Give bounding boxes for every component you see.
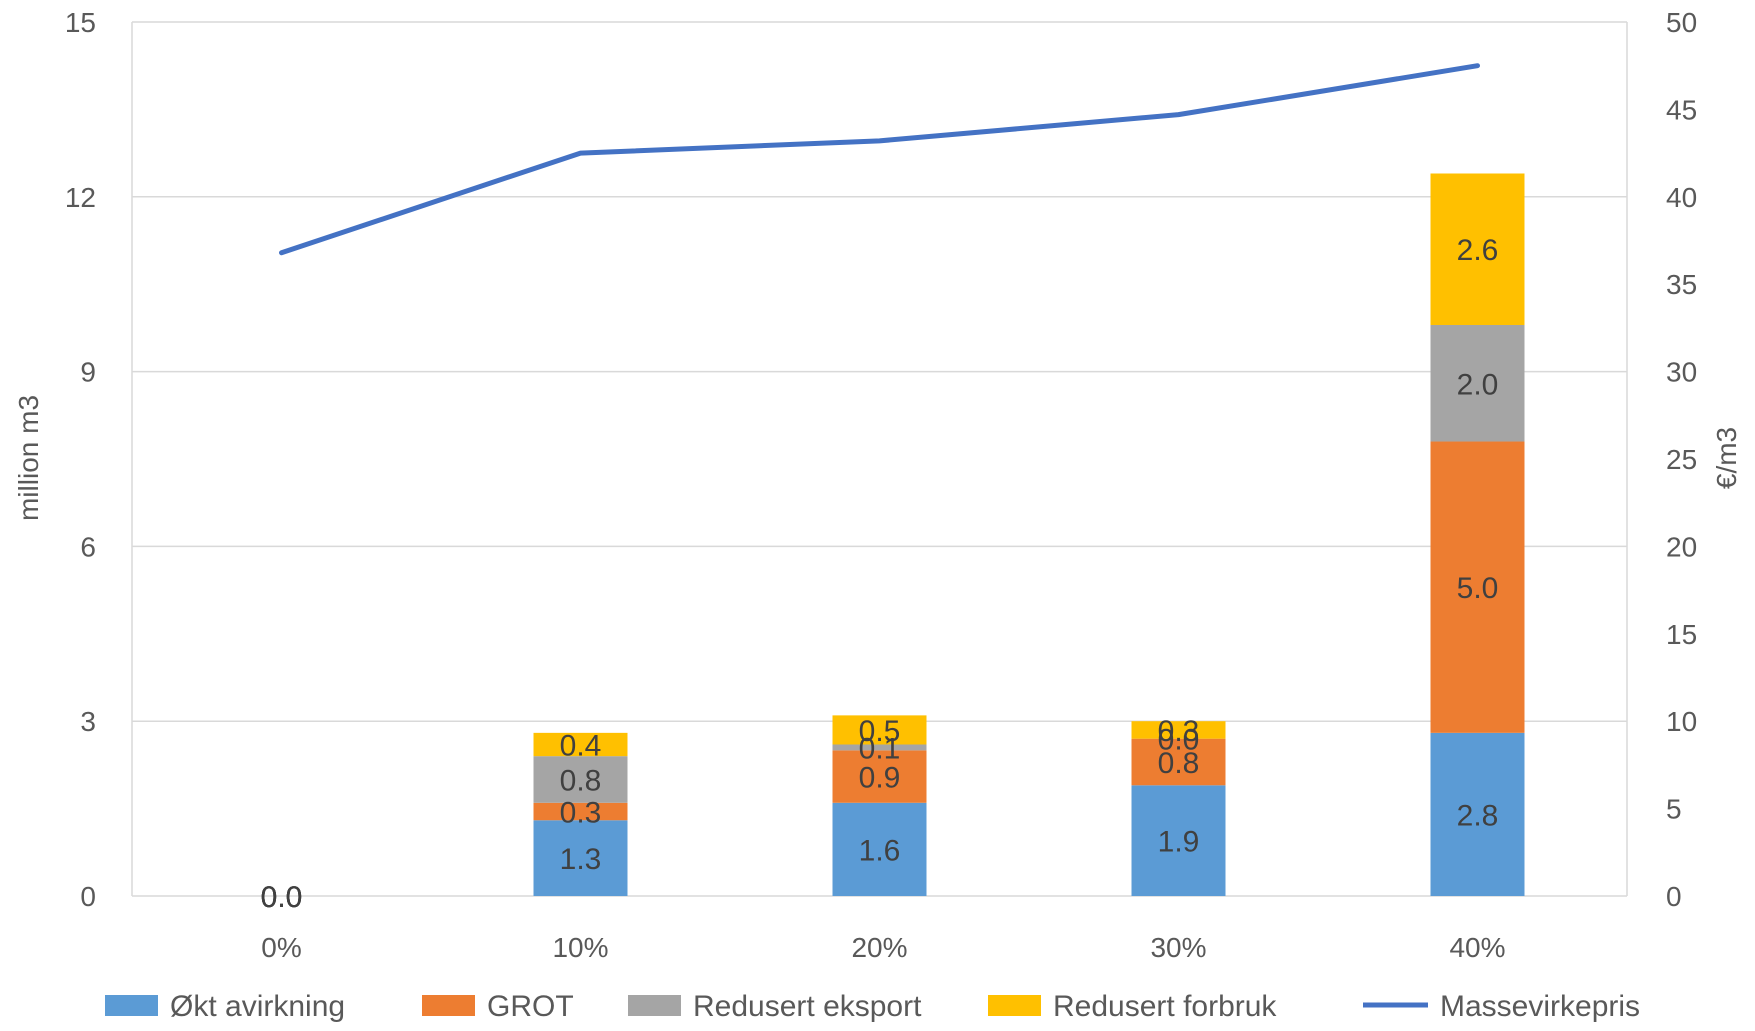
y-tick-label: 9 xyxy=(80,357,96,388)
legend-label: GROT xyxy=(487,990,574,1023)
y-tick-label: 15 xyxy=(65,7,96,38)
right-y-axis-ticks: 0 5 10 15 20 25 30 35 40 45 50 xyxy=(1666,7,1697,912)
legend-swatch xyxy=(422,995,475,1016)
data-label: 0.3 xyxy=(560,797,602,830)
data-label: 1.3 xyxy=(560,843,602,876)
data-label: 0.8 xyxy=(1158,747,1200,780)
legend-swatch xyxy=(988,995,1041,1016)
bar-segment xyxy=(1131,721,1226,739)
data-label: 0.9 xyxy=(859,762,901,795)
y2-tick-label: 10 xyxy=(1666,706,1697,737)
y2-tick-label: 50 xyxy=(1666,7,1697,38)
data-label: 5.0 xyxy=(1457,572,1499,605)
x-axis-ticks: 0% 10% 20% 30% 40% xyxy=(261,932,1505,963)
y2-tick-label: 40 xyxy=(1666,182,1697,213)
data-label: 0.0 xyxy=(261,881,303,914)
bar-segment xyxy=(533,820,628,896)
stacked-bars xyxy=(533,173,1525,896)
y-tick-label: 3 xyxy=(80,706,96,737)
data-label: 1.9 xyxy=(1158,826,1200,859)
bar-segment xyxy=(832,802,927,896)
x-tick-label: 30% xyxy=(1150,932,1206,963)
right-y-axis-title: €/m3 xyxy=(1711,427,1742,489)
bar-segment xyxy=(832,744,927,751)
y2-tick-label: 5 xyxy=(1666,794,1682,825)
left-y-axis-title: million m3 xyxy=(13,395,44,521)
y-tick-label: 12 xyxy=(65,182,96,213)
data-label: 0.0 xyxy=(1158,724,1200,757)
legend-swatch xyxy=(105,995,158,1016)
y2-tick-label: 0 xyxy=(1666,881,1682,912)
data-label: 0.3 xyxy=(1158,715,1200,748)
bar-data-labels: 0.00.00.00.01.30.30.80.41.60.90.10.51.90… xyxy=(261,234,1499,914)
bar-segment xyxy=(1430,441,1525,733)
data-label: 0.4 xyxy=(560,730,602,763)
price-line-series xyxy=(279,63,1480,256)
bar-segment xyxy=(1430,324,1525,442)
legend-label: Redusert forbruk xyxy=(1053,990,1277,1023)
y-tick-label: 6 xyxy=(80,531,96,562)
data-label: 1.6 xyxy=(859,834,901,867)
bar-segment xyxy=(832,750,927,803)
bar-segment xyxy=(533,756,628,803)
data-label: 0.0 xyxy=(261,881,303,914)
data-label: 0.8 xyxy=(560,764,602,797)
y2-tick-label: 15 xyxy=(1666,619,1697,650)
bar-segment xyxy=(1430,732,1525,896)
data-label: 0.1 xyxy=(859,732,901,765)
data-label: 0.5 xyxy=(859,715,901,748)
legend-label: Økt avirkning xyxy=(170,990,345,1023)
data-label: 2.8 xyxy=(1457,799,1499,832)
data-label: 2.0 xyxy=(1457,368,1499,401)
x-tick-label: 20% xyxy=(851,932,907,963)
legend: Økt avirkning GROT Redusert eksport Reduser… xyxy=(105,990,1640,1023)
x-tick-label: 0% xyxy=(261,932,301,963)
y2-tick-label: 20 xyxy=(1666,531,1697,562)
y2-tick-label: 30 xyxy=(1666,357,1697,388)
y2-tick-label: 25 xyxy=(1666,444,1697,475)
legend-label: Redusert eksport xyxy=(693,990,922,1023)
bar-segment xyxy=(1131,738,1226,786)
data-label: 2.6 xyxy=(1457,234,1499,267)
y2-tick-label: 35 xyxy=(1666,269,1697,300)
bar-segment xyxy=(832,715,927,745)
legend-swatch xyxy=(628,995,681,1016)
bar-segment xyxy=(1131,785,1226,896)
gridlines xyxy=(131,21,1628,897)
y-tick-label: 0 xyxy=(80,881,96,912)
bar-segment xyxy=(533,802,628,821)
data-label: 0.0 xyxy=(261,881,303,914)
x-tick-label: 40% xyxy=(1449,932,1505,963)
bar-segment xyxy=(1430,173,1525,325)
line-path xyxy=(279,63,1480,256)
bar-segment xyxy=(533,732,628,757)
x-tick-label: 10% xyxy=(552,932,608,963)
data-label: 0.0 xyxy=(261,881,303,914)
y2-tick-label: 45 xyxy=(1666,94,1697,125)
legend-label: Massevirkepris xyxy=(1440,990,1640,1023)
left-y-axis-ticks: 0 3 6 9 12 15 xyxy=(65,7,96,912)
